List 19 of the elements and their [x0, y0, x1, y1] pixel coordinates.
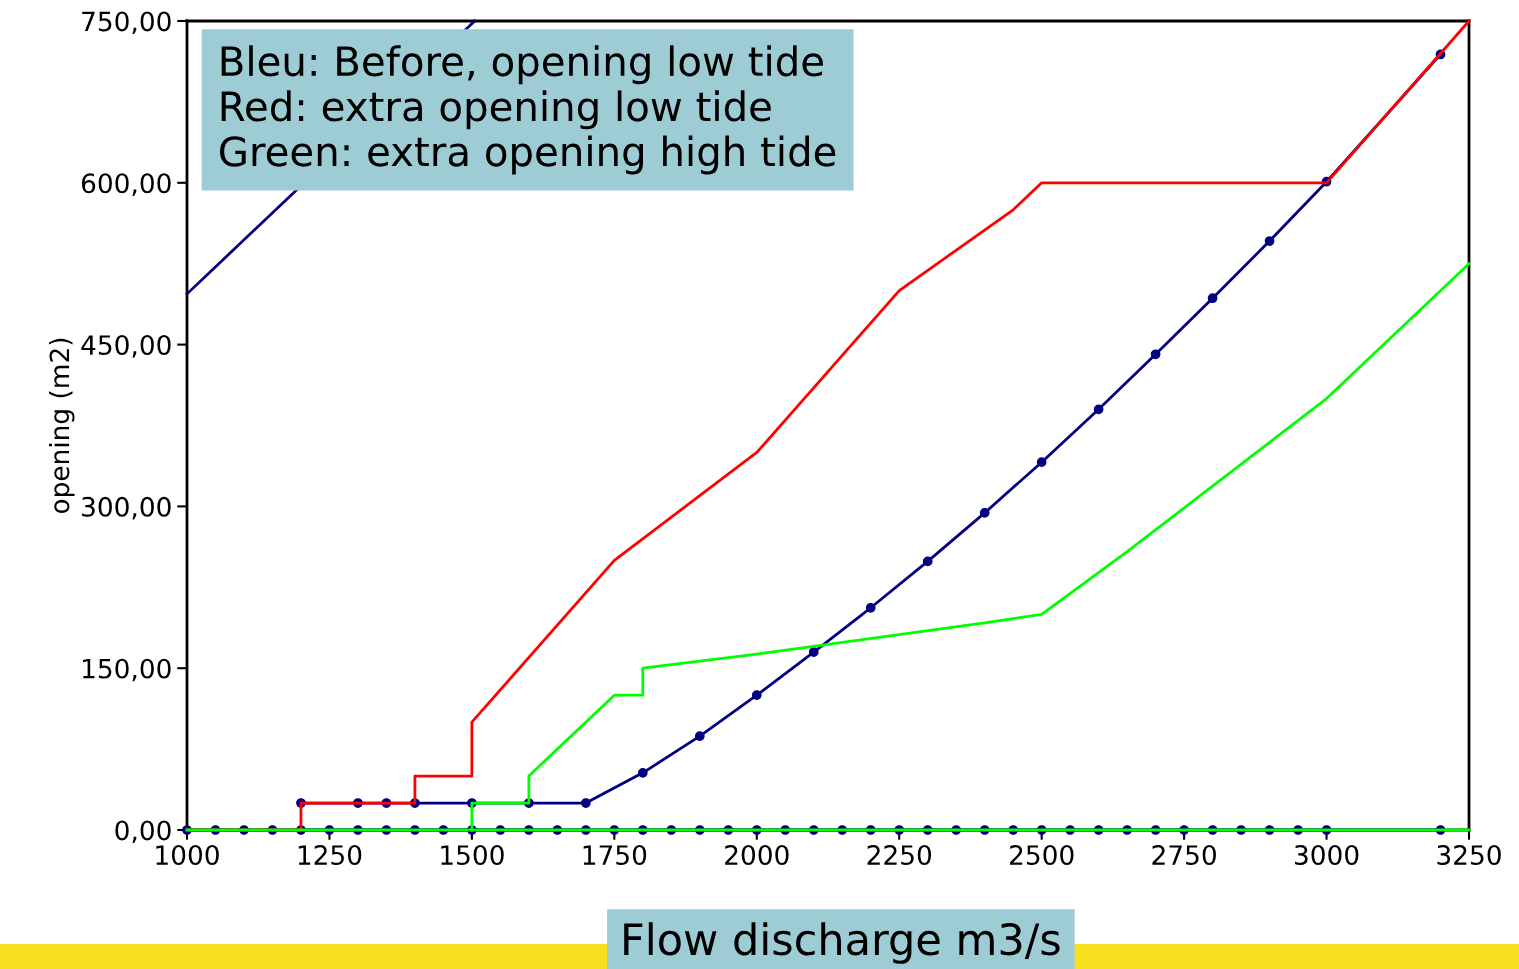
- x-tick-label: 2000: [725, 845, 789, 866]
- y-tick-label: 600,00: [81, 173, 171, 196]
- x-tick-label: 1000: [156, 845, 219, 866]
- y-tick-label: 450,00: [81, 335, 171, 358]
- x-tick-label: 1250: [298, 845, 362, 866]
- y-tick-label: 750,00: [82, 11, 171, 35]
- x-tick-label: 3250: [1437, 845, 1501, 866]
- x-tick-label: 3000: [1294, 845, 1359, 866]
- y-tick-label: 300,00: [82, 496, 171, 520]
- x-tick-label: 2250: [867, 845, 932, 866]
- y-axis-title: opening (m2): [48, 338, 75, 514]
- x-tick-label: 1500: [441, 845, 504, 866]
- x-tick-label: 2500: [1010, 845, 1074, 866]
- x-axis-title: Flow discharge m3/s: [624, 922, 1060, 964]
- y-tick-label: 150,00: [82, 658, 171, 682]
- annotation: Bleu: Before, opening low tide Red: extra opening low tide Green: extra opening high tide: [220, 45, 836, 175]
- x-tick-label: 2750: [1152, 845, 1216, 866]
- x-tick-label: 1750: [583, 845, 647, 866]
- y-tick-label: 0,00: [115, 820, 171, 844]
